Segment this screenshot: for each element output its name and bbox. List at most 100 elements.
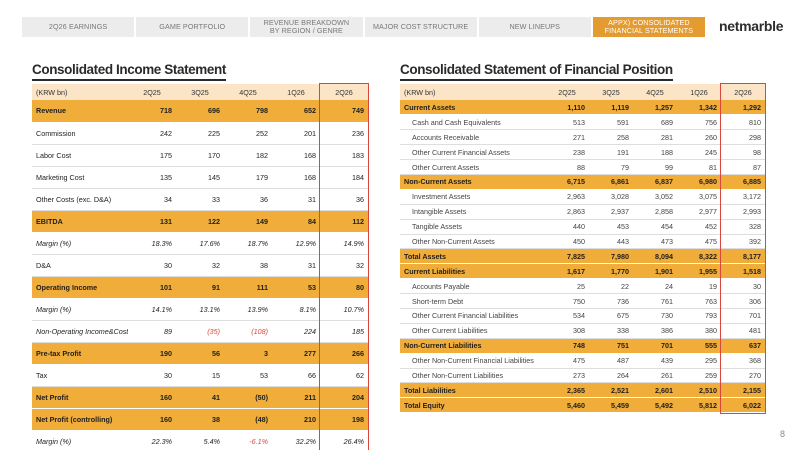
- cell-value: 14.9%: [320, 232, 368, 255]
- table-row: Operating Income 101 91 111 53 80: [32, 276, 368, 299]
- nav-tab-label: REVENUE BREAKDOWN BY REGION / GENRE: [263, 18, 350, 35]
- cell-value: 238: [545, 144, 589, 161]
- cell-value: 756: [677, 114, 721, 131]
- top-navigation: 2Q26 EARNINGS GAME PORTFOLIO REVENUE BREAK…: [22, 17, 706, 37]
- cell-value: 6,715: [545, 174, 589, 190]
- financial-position-title: Consolidated Statement of Financial Posi…: [400, 62, 673, 81]
- cell-value: 12.9%: [272, 232, 320, 255]
- cell-value: 736: [589, 293, 633, 309]
- cell-value: 1,257: [633, 100, 677, 116]
- cell-value: 32: [176, 254, 224, 277]
- cell-value: 36: [320, 188, 368, 211]
- cell-value: 30: [128, 364, 176, 387]
- cell-value: 2,863: [545, 204, 589, 220]
- cell-value: 30: [721, 278, 765, 295]
- table-row: Margin (%) 22.3% 5.4% -6.1% 32.2% 26.4%: [32, 430, 368, 450]
- cell-value: 368: [721, 353, 765, 369]
- cell-value: 3,075: [677, 189, 721, 205]
- cell-value: 3: [224, 342, 272, 365]
- netmarble-logo: netmarble: [719, 18, 784, 34]
- cell-value: 8,094: [633, 248, 677, 265]
- cell-value: 190: [128, 342, 176, 365]
- cell-value: 210: [272, 408, 320, 431]
- row-label: Other Current Financial Liabilities: [400, 308, 545, 324]
- cell-value: 261: [633, 368, 677, 384]
- cell-value: 555: [677, 338, 721, 354]
- cell-value: 6,861: [589, 174, 633, 190]
- table-row: Tax 30 15 53 66 62: [32, 364, 368, 387]
- cell-value: 31: [272, 254, 320, 277]
- cell-value: 450: [545, 234, 589, 250]
- row-label: Labor Cost: [32, 144, 128, 167]
- cell-value: 2,858: [633, 204, 677, 220]
- table-row: Non-Current Assets 6,715 6,861 6,837 6,980 6,…: [400, 174, 765, 190]
- nav-tab-label: 2Q26 EARNINGS: [48, 22, 108, 31]
- nav-tab-1[interactable]: 2Q26 EARNINGS: [22, 17, 135, 37]
- row-label: Commission: [32, 122, 128, 145]
- cell-value: 2,521: [589, 382, 633, 399]
- cell-value: 168: [272, 166, 320, 189]
- table-row: Other Current Assets 88 79 99 81 87: [400, 159, 765, 175]
- nav-tab-5[interactable]: NEW LINEUPS: [478, 17, 591, 37]
- income-statement-table: (KRW bn) 2Q25 3Q25 4Q25 1Q26 2Q26 Revenue 718 6…: [32, 84, 368, 450]
- cell-value: 101: [128, 276, 176, 299]
- row-label: Revenue: [32, 100, 128, 123]
- cell-value: 2,963: [545, 189, 589, 205]
- cell-value: 33: [176, 188, 224, 211]
- row-label: Tangible Assets: [400, 219, 545, 235]
- cell-value: 2,365: [545, 382, 589, 399]
- cell-value: 224: [272, 320, 320, 343]
- column-header: 2Q26: [320, 84, 368, 100]
- cell-value: 88: [545, 159, 589, 175]
- cell-value: 810: [721, 114, 765, 131]
- row-label: Total Assets: [400, 248, 545, 265]
- row-label: Current Liabilities: [400, 263, 545, 280]
- row-label: Total Liabilities: [400, 382, 545, 399]
- cell-value: 281: [633, 129, 677, 146]
- cell-value: 80: [320, 276, 368, 299]
- row-label: Total Equity: [400, 397, 545, 414]
- cell-value: 236: [320, 122, 368, 145]
- cell-value: 2,977: [677, 204, 721, 220]
- financial-position-table: (KRW bn) 2Q25 3Q25 4Q25 1Q26 2Q26 Current Ass…: [400, 84, 765, 414]
- cell-value: 5.4%: [176, 430, 224, 450]
- row-label: Other Non-Current Liabilities: [400, 368, 545, 384]
- cell-value: (35): [176, 320, 224, 343]
- cell-value: 111: [224, 276, 272, 299]
- cell-value: 225: [176, 122, 224, 145]
- row-label: Other Costs (exc. D&A): [32, 188, 128, 211]
- cell-value: 798: [224, 100, 272, 123]
- cell-value: 41: [176, 386, 224, 409]
- income-statement-title-text: Consolidated Income Statement: [32, 62, 226, 77]
- cell-value: 5,460: [545, 397, 589, 414]
- cell-value: 8,322: [677, 248, 721, 265]
- cell-value: 1,617: [545, 263, 589, 280]
- row-label: Non-Current Liabilities: [400, 338, 545, 354]
- table-row: Intangible Assets 2,863 2,937 2,858 2,977 2,9…: [400, 204, 765, 220]
- cell-value: 386: [633, 323, 677, 339]
- cell-value: 79: [589, 159, 633, 175]
- cell-value: 761: [633, 293, 677, 309]
- cell-value: -6.1%: [224, 430, 272, 450]
- nav-tab-3[interactable]: REVENUE BREAKDOWN BY REGION / GENRE: [250, 17, 363, 37]
- cell-value: 763: [677, 293, 721, 309]
- cell-value: 271: [545, 129, 589, 146]
- nav-tab-4[interactable]: MAJOR COST STRUCTURE: [364, 17, 477, 37]
- table-row: Other Non-Current Financial Liabilities 4…: [400, 353, 765, 369]
- cell-value: 184: [320, 166, 368, 189]
- cell-value: 8,177: [721, 248, 765, 265]
- cell-value: 306: [721, 293, 765, 309]
- cell-value: 170: [176, 144, 224, 167]
- table-row: Total Liabilities 2,365 2,521 2,601 2,510 2,1…: [400, 382, 765, 399]
- table-row: Current Assets 1,110 1,119 1,257 1,342 1,292: [400, 100, 765, 116]
- cell-value: 264: [589, 368, 633, 384]
- nav-tab-6[interactable]: APPX) CONSOLIDATED FINANCIAL STATEMENTS: [592, 17, 706, 37]
- cell-value: 198: [320, 408, 368, 431]
- row-label: Pre-tax Profit: [32, 342, 128, 365]
- row-label: Non-Operating Income&Cost: [32, 320, 128, 343]
- row-label: Short-term Debt: [400, 293, 545, 309]
- table-row: Cash and Cash Equivalents 513 591 689 756 810: [400, 114, 765, 131]
- logo-text: netmarble: [719, 18, 784, 34]
- cell-value: 6,022: [721, 397, 765, 414]
- nav-tab-2[interactable]: GAME PORTFOLIO: [136, 17, 249, 37]
